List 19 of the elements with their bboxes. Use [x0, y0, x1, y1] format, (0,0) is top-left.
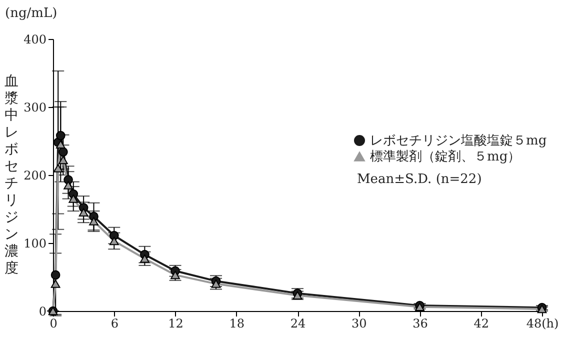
x-tick-label: 6	[110, 316, 118, 330]
legend-label: 標準製剤（錠剤、５mg）	[370, 150, 521, 164]
y-tick-label: 200	[24, 168, 46, 182]
annotation: Mean±S.D. (n=22)	[357, 172, 482, 187]
y-tick-label: 0	[38, 304, 46, 318]
y-tick-label: 300	[24, 100, 46, 114]
x-tick-label: 0	[50, 316, 58, 330]
x-tick-label: 18	[229, 316, 245, 330]
x-tick-label: 36	[412, 316, 428, 330]
x-tick-label: 42	[474, 316, 490, 330]
x-tick-label: 24	[290, 316, 306, 330]
y-tick-label: 400	[24, 32, 46, 46]
text: (ng/mL)	[5, 6, 58, 21]
text: 血漿中レボセチリジン濃度	[4, 74, 18, 276]
legend-label: レボセチリジン塩酸塩錠５mg	[370, 134, 547, 148]
x-tick-label: 48(h)	[526, 316, 559, 330]
y-tick-label: 100	[24, 236, 46, 250]
x-tick-label: 12	[168, 316, 184, 330]
x-tick-label: 30	[351, 316, 367, 330]
